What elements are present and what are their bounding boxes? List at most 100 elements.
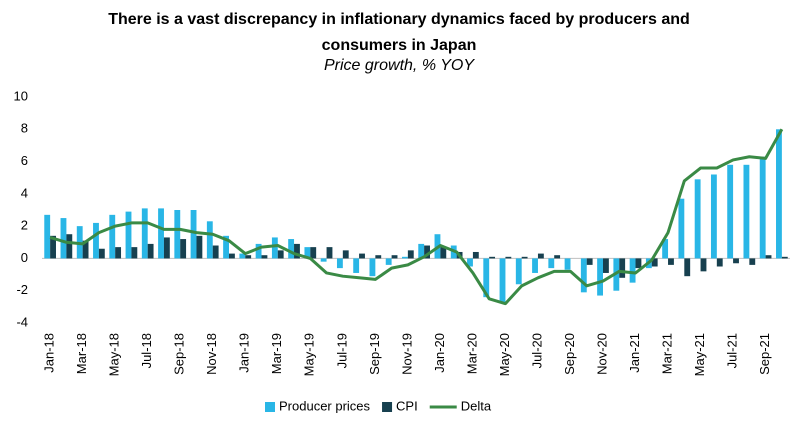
- bar: [310, 247, 317, 259]
- bar: [749, 258, 756, 265]
- x-tick-label: Mar-19: [269, 333, 284, 374]
- bar: [163, 237, 170, 259]
- bar: [190, 210, 197, 259]
- bar: [277, 250, 284, 259]
- bar: [93, 222, 99, 259]
- bar: [440, 247, 447, 259]
- bar: [245, 255, 252, 259]
- bar: [765, 255, 772, 259]
- y-tick-label: 10: [14, 88, 28, 103]
- x-tick-label: Sep-21: [757, 333, 772, 375]
- bar: [261, 255, 268, 259]
- bar: [342, 250, 349, 259]
- legend-swatch: [382, 402, 393, 412]
- bar: [180, 239, 187, 259]
- bar: [521, 256, 528, 259]
- bar: [580, 258, 587, 293]
- bar: [635, 258, 642, 269]
- bar: [288, 239, 295, 259]
- bar: [320, 258, 327, 262]
- bar: [196, 235, 203, 259]
- bar: [353, 258, 360, 273]
- bar: [174, 210, 181, 259]
- bar: [131, 247, 138, 259]
- bar: [515, 258, 522, 285]
- bar: [727, 164, 734, 259]
- bar: [619, 258, 626, 278]
- bar: [651, 258, 658, 267]
- bar: [271, 237, 278, 259]
- y-tick-label: 4: [21, 185, 28, 200]
- bar: [391, 255, 398, 259]
- x-tick-label: Nov-19: [399, 333, 414, 375]
- x-tick-label: Sep-20: [562, 333, 577, 375]
- bar: [483, 258, 490, 298]
- x-tick-label: Mar-20: [464, 333, 479, 374]
- x-tick-label: Mar-21: [659, 333, 674, 374]
- y-tick-label: -4: [16, 314, 28, 329]
- bar: [776, 129, 782, 259]
- bar: [424, 245, 430, 259]
- x-tick-label: May-19: [302, 333, 317, 376]
- bar: [554, 255, 561, 259]
- bar: [472, 251, 479, 259]
- x-tick-label: Nov-20: [594, 333, 609, 375]
- line: [49, 128, 784, 306]
- bar: [223, 235, 229, 259]
- bar: [206, 221, 213, 259]
- bar: [505, 256, 512, 259]
- x-tick-label: Jul-21: [725, 333, 740, 368]
- bar: [781, 256, 788, 259]
- bar: [668, 258, 674, 265]
- x-tick-label: May-20: [497, 333, 512, 376]
- bar: [336, 258, 343, 269]
- x-tick-label: Jan-20: [432, 333, 447, 373]
- x-tick-label: Jul-18: [139, 333, 154, 368]
- bar: [597, 258, 603, 296]
- bar: [229, 253, 235, 259]
- bar: [375, 255, 382, 259]
- bar: [147, 243, 154, 259]
- bar: [50, 235, 56, 259]
- bar: [109, 214, 116, 259]
- chart-title: There is a vast discrepancy in inflation…: [108, 11, 690, 54]
- bar: [694, 179, 701, 259]
- bar: [733, 258, 739, 264]
- chart-subtitle: Price growth, % YOY: [324, 57, 474, 74]
- bar: [537, 253, 544, 259]
- bar: [586, 258, 593, 265]
- bar: [716, 258, 723, 267]
- y-tick-label: 2: [21, 218, 28, 233]
- x-tick-label: May-18: [107, 333, 122, 376]
- legend-label: CPI: [396, 398, 418, 413]
- bar: [684, 258, 691, 277]
- bar: [678, 198, 685, 259]
- legend-label: Producer prices: [279, 398, 371, 413]
- bar: [82, 240, 89, 259]
- bar: [98, 248, 105, 259]
- bar: [141, 208, 148, 259]
- x-tick-label: Jul-19: [334, 333, 349, 368]
- bar: [304, 247, 311, 259]
- bar: [326, 247, 333, 259]
- bar: [239, 253, 246, 259]
- bar: [44, 214, 51, 259]
- bar: [759, 156, 766, 259]
- bar: [467, 258, 473, 267]
- bar: [255, 243, 262, 259]
- legend-swatch: [265, 402, 275, 412]
- x-tick-label: May-21: [692, 333, 707, 376]
- bar: [66, 234, 73, 259]
- bar: [125, 211, 132, 259]
- bar: [418, 243, 425, 259]
- x-tick-label: Mar-18: [74, 333, 89, 374]
- bar: [158, 208, 164, 259]
- bar: [212, 245, 219, 259]
- bar: [710, 174, 717, 259]
- x-tick-label: Jan-18: [42, 333, 57, 373]
- bar: [115, 247, 122, 259]
- legend-label: Delta: [461, 398, 492, 413]
- bar: [548, 258, 555, 269]
- x-tick-label: Sep-18: [172, 333, 187, 375]
